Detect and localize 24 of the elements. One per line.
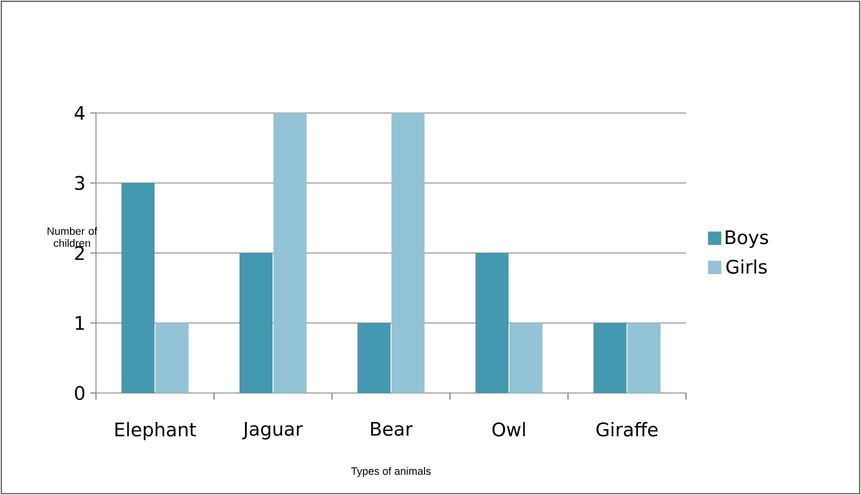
y-tick-label: 4 bbox=[74, 106, 85, 120]
y-axis-title: Number of children bbox=[48, 227, 98, 247]
bar bbox=[156, 322, 189, 393]
bar bbox=[628, 322, 660, 393]
bar bbox=[392, 112, 424, 393]
x-tick-label: Elephant bbox=[115, 422, 196, 440]
x-tick-label: Jaguar bbox=[242, 422, 303, 440]
x-tick-label: Bear bbox=[371, 422, 413, 436]
bar bbox=[594, 322, 626, 393]
bar bbox=[476, 252, 508, 393]
y-tick-label: 3 bbox=[75, 176, 84, 190]
bar bbox=[122, 182, 155, 393]
bar bbox=[358, 322, 391, 393]
bar bbox=[274, 112, 307, 393]
legend-label: Boys bbox=[726, 230, 768, 248]
y-tick-label: 0 bbox=[74, 386, 84, 400]
y-tick-label: 2 bbox=[75, 246, 84, 260]
x-axis-title: Types of animals bbox=[351, 467, 431, 477]
bar bbox=[240, 252, 273, 393]
y-tick-label: 1 bbox=[76, 316, 84, 330]
bar bbox=[510, 322, 542, 393]
x-tick-label: Owl bbox=[492, 422, 525, 437]
legend-label: Girls bbox=[726, 259, 767, 274]
x-tick-label: Giraffe bbox=[596, 422, 658, 437]
